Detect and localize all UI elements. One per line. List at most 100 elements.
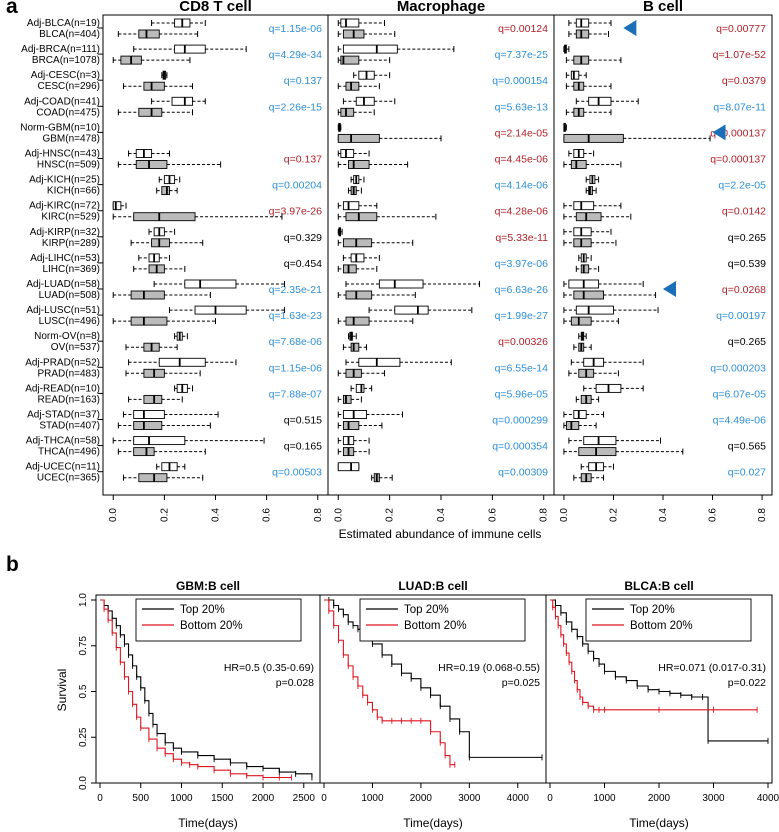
row-label-adjacent: Adj-STAD(n=37) (27, 410, 100, 421)
row-label-adjacent: Adj-COAD(n=41) (24, 96, 100, 107)
q-value-label: q=4.28e-06 (495, 206, 549, 218)
box (151, 238, 170, 248)
box (350, 253, 365, 263)
q-value-label: q=6.55e-14 (495, 362, 549, 374)
box (342, 44, 398, 54)
box (573, 238, 592, 248)
km-x-tick-label: 3000 (458, 793, 481, 804)
box (575, 305, 614, 315)
q-value-label: q=0.137 (284, 75, 322, 87)
q-value-label: q=1.99e-27 (495, 310, 549, 322)
q-value-label: q=8.07e-11 (713, 101, 766, 113)
box (138, 473, 168, 483)
q-value-label: q=4.14e-06 (495, 180, 549, 192)
box (345, 290, 373, 300)
q-value-label: q=0.265 (728, 232, 766, 244)
q-value-label: q=2.35e-21 (269, 284, 323, 296)
row-label-tumor: OV(n=537) (51, 342, 100, 353)
x-tick-label: 0.8 (313, 508, 324, 522)
x-tick-label: 0.2 (385, 508, 396, 522)
box (588, 96, 612, 106)
legend-label: Top 20% (180, 604, 225, 616)
q-value-label: q=1.15e-06 (269, 362, 323, 374)
box (194, 305, 247, 315)
q-value-label: q=0.00503 (272, 467, 322, 479)
box (583, 436, 617, 446)
q-value-label: q=0.027 (728, 467, 766, 479)
box (340, 18, 360, 28)
q-value-label: q=4.49e-06 (713, 415, 767, 427)
box (143, 394, 163, 404)
box (573, 201, 595, 211)
q-value-label: q=0.000137 (710, 154, 766, 166)
q-value-label: q=0.0379 (722, 75, 766, 87)
panel-title: CD8 T cell (179, 0, 252, 15)
box (355, 96, 375, 106)
box (580, 264, 590, 274)
q-value-label: q=1.07e-52 (713, 49, 767, 61)
x-tick-label: 0.6 (487, 508, 498, 522)
boxplot-chart: CD8 T cell 0.0 0.2 0.4 0.6 0.8 Macrophage 0.0 0.… (20, 0, 773, 541)
row-label-tumor: KICH(n=66) (47, 186, 100, 197)
row-label-tumor: PRAD(n=483) (37, 368, 100, 379)
survival-curve-bottom (324, 599, 455, 766)
y-tick-label: 1.0 (78, 593, 89, 607)
x-tick-label: 0.0 (333, 508, 344, 522)
q-value-label: q=4.29e-34 (269, 49, 323, 61)
box (158, 357, 206, 367)
box (345, 316, 370, 326)
km-x-tick-label: 1000 (170, 793, 193, 804)
legend-label: Top 20% (404, 604, 449, 616)
y-tick-label: 0.0 (78, 776, 89, 790)
box (348, 160, 370, 169)
box (340, 55, 360, 65)
q-value-label: q=0.265 (728, 336, 766, 348)
q-value-label: q=0.000154 (492, 75, 548, 87)
box (171, 96, 193, 106)
p-value-label: p=0.022 (728, 677, 766, 689)
km-panel-title: BLCA:B cell (624, 579, 693, 593)
y-tick-label: 0.5 (78, 684, 89, 698)
row-label-tumor: COAD(n=475) (36, 107, 100, 118)
box (174, 44, 206, 54)
q-value-label: q=0.00197 (716, 310, 766, 322)
row-label-tumor: LIHC(n=369) (42, 264, 100, 275)
q-value-label: q=0.00124 (498, 23, 548, 35)
row-label-tumor: BRCA(n=1078) (32, 55, 100, 66)
q-value-label: q=6.07e-05 (713, 388, 767, 400)
p-value-label: p=0.025 (502, 677, 540, 689)
row-label-adjacent: Adj-CESC(n=3) (31, 70, 100, 81)
box (130, 290, 165, 300)
row-label-tumor: CESC(n=296) (37, 81, 100, 92)
x-tick-label: 0.0 (108, 508, 119, 522)
km-x-tick-label: 2000 (252, 793, 275, 804)
x-tick-label: 0.8 (539, 508, 550, 522)
row-label-adjacent: Adj-KICH(n=25) (29, 175, 100, 186)
q-value-label: q=1.15e-06 (269, 23, 323, 35)
q-value-label: q=0.454 (284, 258, 322, 270)
q-value-label: q=2.14e-05 (495, 127, 549, 139)
km-x-tick-label: 3000 (702, 793, 725, 804)
x-tick-label: 0.2 (159, 508, 170, 522)
row-label-adjacent: Adj-THCA(n=58) (26, 436, 100, 447)
row-label-adjacent: Norm-OV(n=8) (34, 331, 100, 342)
highlight-triangle-marker (623, 20, 637, 36)
box (350, 342, 360, 352)
q-value-label: q=0.539 (728, 258, 766, 270)
x-tick-label: 0.6 (708, 508, 719, 522)
q-value-label: q=0.165 (284, 441, 322, 453)
km-x-tick-label: 0 (321, 793, 327, 804)
box (342, 264, 357, 274)
box (573, 227, 592, 237)
km-x-axis-title: Time(days) (403, 816, 463, 830)
box (342, 421, 360, 430)
q-value-label: q=0.329 (284, 232, 322, 244)
q-value-label: q=6.63e-26 (495, 284, 549, 296)
box (570, 160, 587, 169)
q-value-label: q=5.96e-05 (495, 388, 549, 400)
box (345, 212, 378, 222)
q-value-label: q=1.63e-23 (269, 310, 323, 322)
km-x-tick-label: 1000 (361, 793, 384, 804)
legend-label: Bottom 20% (180, 620, 243, 632)
